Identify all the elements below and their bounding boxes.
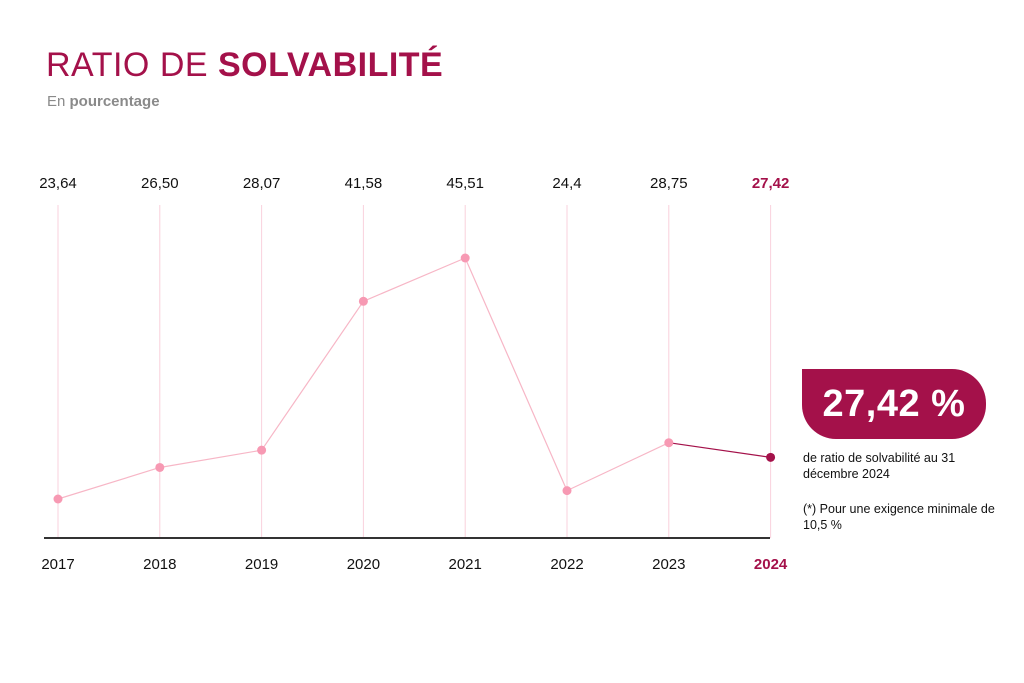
data-point-2023: [664, 438, 674, 448]
chart-subtitle: En pourcentage: [47, 93, 160, 110]
data-point-2024: [766, 452, 776, 462]
x-tick-label-2022: 2022: [550, 556, 583, 573]
data-points: [53, 253, 776, 504]
value-label-2019: 28,07: [243, 175, 281, 192]
series-segment-2023-2024: [668, 442, 771, 458]
x-tick-label-2023: 2023: [652, 556, 685, 573]
requirement-note: (*) Pour une exigence minimale de 10,5 %: [803, 502, 995, 532]
title-light: RATIO DE: [46, 46, 218, 84]
series-lines: [57, 257, 771, 500]
x-tick-label-2017: 2017: [41, 556, 74, 573]
x-tick-label-2018: 2018: [143, 556, 176, 573]
data-point-2019: [257, 445, 267, 455]
data-point-2020: [358, 296, 368, 306]
x-tick-label-2024: 2024: [754, 556, 788, 573]
gridlines: [44, 205, 772, 539]
series-segment-2019-2020: [261, 300, 364, 451]
series-segment-2021-2022: [464, 257, 568, 491]
value-label-2023: 28,75: [650, 175, 688, 192]
x-tick-label-2020: 2020: [347, 556, 380, 573]
data-point-2022: [562, 486, 572, 496]
series-segment-2022-2023: [566, 442, 670, 492]
data-point-2021: [460, 253, 470, 263]
value-label-2021: 45,51: [446, 175, 484, 192]
value-label-2017: 23,64: [39, 175, 77, 192]
value-label-2020: 41,58: [345, 175, 383, 192]
value-label-2018: 26,50: [141, 175, 179, 192]
labels: 23,64 2017 26,50 2018 28,07 2019 41,58 2020 45,5…: [39, 175, 789, 573]
x-tick-label-2021: 2021: [449, 556, 482, 573]
highlight-value-badge: 27,42 %: [802, 369, 986, 439]
highlight-description: de ratio de solvabilité au 31 décembre 2…: [803, 451, 956, 481]
series-segment-2017-2018: [57, 466, 160, 500]
value-label-2022: 24,4: [552, 175, 581, 192]
subtitle-bold: pourcentage: [69, 93, 160, 110]
chart-title: RATIO DE SOLVABILITÉ: [46, 46, 443, 85]
data-point-2017: [53, 494, 63, 504]
title-bold: SOLVABILITÉ: [218, 46, 444, 84]
value-label-2024: 27,42: [752, 175, 790, 192]
data-point-2018: [155, 462, 165, 472]
series-segment-2018-2019: [159, 449, 262, 469]
series-segment-2020-2021: [363, 257, 466, 302]
x-tick-label-2019: 2019: [245, 556, 278, 573]
subtitle-light: En: [47, 93, 70, 110]
